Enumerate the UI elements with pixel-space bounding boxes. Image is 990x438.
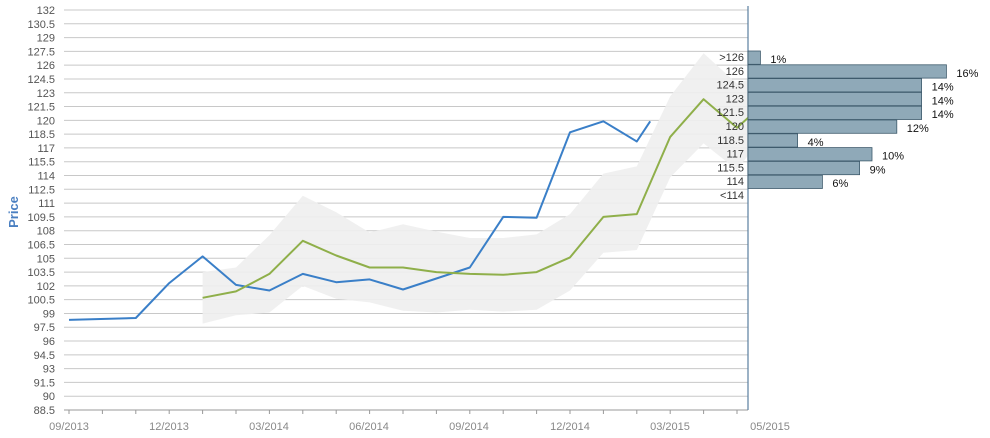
x-tick-label: 03/2014 bbox=[249, 421, 289, 433]
x-tick-label: 06/2014 bbox=[349, 421, 389, 433]
distribution-bar bbox=[747, 50, 761, 65]
y-tick-label: 132 bbox=[37, 5, 55, 17]
y-tick-label: 123 bbox=[37, 88, 55, 100]
x-tick-label: 03/2015 bbox=[650, 421, 690, 433]
y-tick-label: 111 bbox=[38, 198, 55, 210]
y-tick-label: 112.5 bbox=[28, 184, 55, 196]
distribution-bin-label: >126 bbox=[719, 52, 744, 64]
y-tick-label: 121.5 bbox=[27, 102, 55, 114]
y-tick-label: 103.5 bbox=[27, 267, 55, 279]
distribution-bin-label: 117 bbox=[726, 149, 744, 161]
y-axis-label: Price bbox=[6, 196, 21, 228]
y-tick-label: 100.5 bbox=[27, 295, 55, 307]
y-tick-label: 114 bbox=[37, 171, 55, 183]
distribution-bar bbox=[747, 64, 947, 79]
distribution-bar bbox=[747, 105, 923, 120]
distribution-bar bbox=[747, 160, 860, 176]
distribution-bar bbox=[747, 78, 923, 93]
distribution-bin-label: 114 bbox=[726, 176, 744, 188]
distribution-bin-label: <114 bbox=[720, 190, 744, 202]
y-tick-label: 90 bbox=[43, 391, 55, 403]
y-tick-label: 96 bbox=[43, 336, 55, 348]
y-tick-label: 106.5 bbox=[27, 239, 55, 251]
distribution-bin-label: 115.5 bbox=[717, 162, 744, 174]
y-tick-label: 129 bbox=[37, 33, 55, 45]
distribution-bar bbox=[747, 133, 798, 148]
y-tick-label: 120 bbox=[37, 115, 55, 127]
distribution-percent-label: 12% bbox=[907, 123, 929, 135]
distribution-percent-label: 10% bbox=[882, 151, 904, 163]
distribution-percent-label: 1% bbox=[770, 54, 786, 66]
y-tick-label: 102 bbox=[37, 281, 55, 293]
y-tick-label: 108 bbox=[37, 226, 55, 238]
y-tick-label: 118.5 bbox=[28, 129, 55, 141]
y-tick-label: 124.5 bbox=[27, 74, 55, 86]
y-tick-label: 105 bbox=[37, 253, 55, 265]
x-tick-label: 09/2014 bbox=[449, 421, 489, 433]
distribution-percent-label: 16% bbox=[956, 68, 978, 80]
y-tick-label: 91.5 bbox=[34, 377, 55, 389]
y-tick-label: 130.5 bbox=[27, 19, 55, 31]
distribution-percent-label: 9% bbox=[870, 164, 886, 176]
y-tick-label: 117 bbox=[37, 143, 55, 155]
distribution-bar bbox=[747, 92, 923, 107]
distribution-bars: >126 1% 126 16% 124.5 14% 123 14% 121.5 14% 120 12%… bbox=[716, 50, 979, 202]
x-tick-label: 12/2014 bbox=[550, 421, 590, 433]
distribution-percent-label: 4% bbox=[808, 137, 824, 149]
x-axis-ticks: 09/2013 12/2013 03/2014 06/2014 09/2014 12/20… bbox=[49, 421, 790, 433]
distribution-bin-label: 121.5 bbox=[716, 107, 744, 119]
y-tick-label: 88.5 bbox=[34, 405, 55, 417]
series-line-2 bbox=[202, 98, 752, 299]
distribution-bar bbox=[747, 174, 823, 189]
distribution-percent-label: 14% bbox=[932, 82, 954, 94]
y-tick-label: 126 bbox=[37, 60, 55, 72]
distribution-percent-label: 14% bbox=[932, 109, 954, 121]
y-tick-label: 97.5 bbox=[34, 322, 55, 334]
y-tick-label: 94.5 bbox=[34, 350, 55, 362]
distribution-bin-label: 120 bbox=[726, 121, 744, 133]
distribution-bar bbox=[747, 147, 873, 162]
x-tick-label: 05/2015 bbox=[750, 421, 790, 433]
series-lines bbox=[68, 98, 752, 321]
series-line-1 bbox=[68, 120, 652, 321]
distribution-bin-label: 123 bbox=[726, 93, 744, 105]
distribution-bin-label: 124.5 bbox=[716, 80, 744, 92]
distribution-bin-label: 126 bbox=[726, 66, 744, 78]
x-tick-label: 09/2013 bbox=[49, 421, 89, 433]
distribution-percent-label: 14% bbox=[932, 95, 954, 107]
y-tick-label: 127.5 bbox=[27, 46, 55, 58]
distribution-bin-label: 118.5 bbox=[717, 135, 744, 147]
y-tick-label: 115.5 bbox=[28, 157, 55, 169]
distribution-percent-label: 6% bbox=[832, 178, 848, 190]
y-tick-label: 93 bbox=[43, 364, 55, 376]
x-tick-label: 12/2013 bbox=[149, 421, 189, 433]
distribution-bar bbox=[747, 119, 898, 134]
y-tick-label: 109.5 bbox=[27, 212, 55, 224]
y-tick-label: 99 bbox=[43, 308, 55, 320]
